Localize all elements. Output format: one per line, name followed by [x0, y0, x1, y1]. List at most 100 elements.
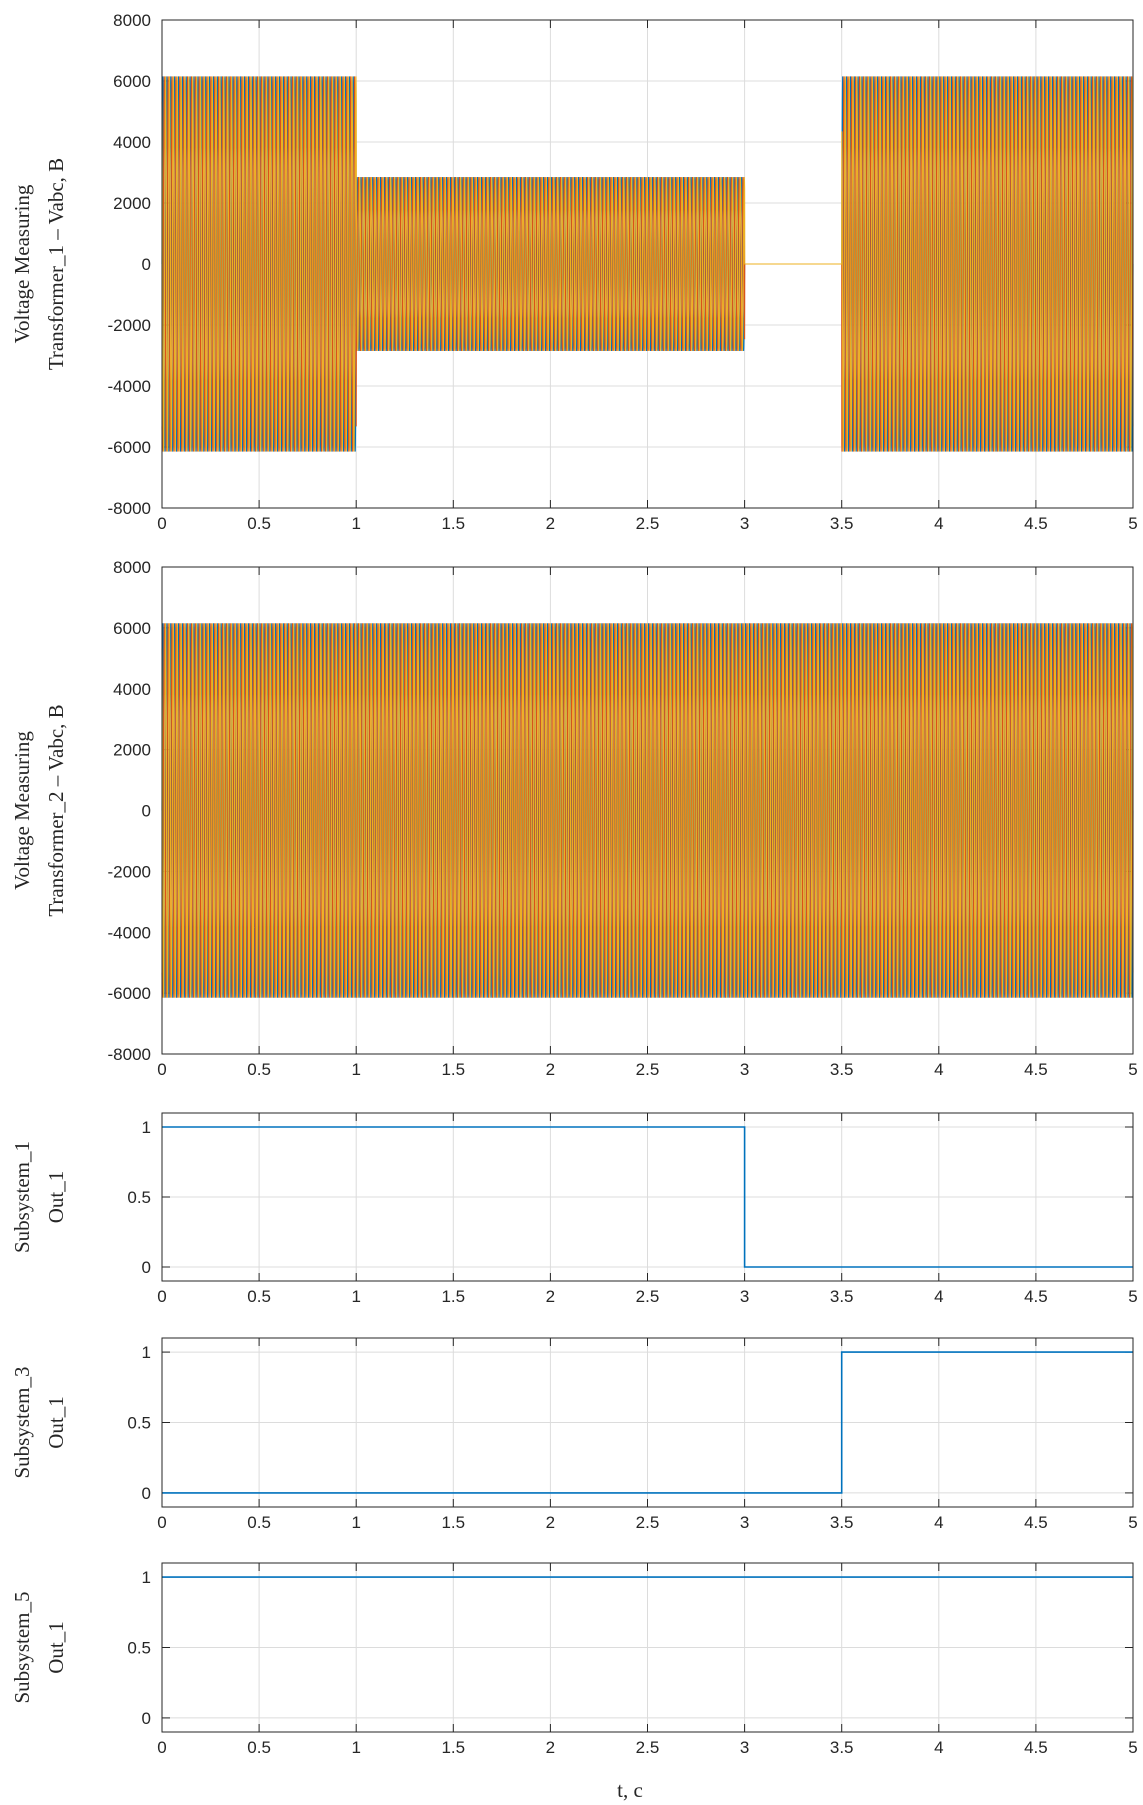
y-axis-label-line-1: Voltage Measuring — [10, 731, 34, 890]
axes-box — [161, 19, 1134, 509]
axes-box — [161, 1337, 1134, 1508]
y-tick-label: -4000 — [108, 923, 151, 942]
x-tick-label: 5 — [1128, 514, 1137, 533]
y-tick-label: 0 — [142, 1709, 151, 1728]
y-axis-label-line-1: Subsystem_1 — [10, 1141, 34, 1253]
y-tick-label: 0 — [142, 802, 151, 821]
x-tick-label: 1 — [351, 1513, 360, 1532]
x-tick-label: 0.5 — [247, 1513, 271, 1532]
y-tick-label: 0 — [142, 1258, 151, 1277]
y-axis-label-line-2: Out_1 — [44, 1171, 68, 1224]
y-tick-label: 2000 — [113, 194, 151, 213]
y-tick-label: 6000 — [113, 72, 151, 91]
x-tick-label: 5 — [1128, 1738, 1137, 1757]
y-tick-label: 0 — [142, 255, 151, 274]
y-tick-label: 1 — [142, 1118, 151, 1137]
y-tick-label: 1 — [142, 1568, 151, 1587]
x-tick-label: 1.5 — [441, 514, 465, 533]
x-tick-label: 1.5 — [441, 1738, 465, 1757]
axes-box — [161, 1562, 1134, 1733]
x-tick-label: 1.5 — [441, 1287, 465, 1306]
y-tick-label: 1 — [142, 1343, 151, 1362]
x-tick-label: 1 — [351, 1060, 360, 1079]
series-line-phase-1 — [161, 623, 1134, 998]
x-tick-label: 3.5 — [830, 1513, 854, 1532]
y-axis-label-line-1: Subsystem_5 — [10, 1591, 34, 1703]
x-tick-label: 4.5 — [1024, 1513, 1048, 1532]
x-tick-label: 2.5 — [636, 1060, 660, 1079]
y-tick-label: 0.5 — [127, 1188, 151, 1207]
y-tick-label: 6000 — [113, 619, 151, 638]
y-tick-label: 4000 — [113, 133, 151, 152]
y-tick-label: -8000 — [108, 1045, 151, 1064]
x-tick-label: 0.5 — [247, 1060, 271, 1079]
y-tick-label: 4000 — [113, 680, 151, 699]
panel-3: 0 0.5 1 1.5 2 2.5 3 3.5 4 4.5 5 1 0.5 0 Subsystem_1 Out… — [10, 1112, 1138, 1306]
x-tick-label: 1.5 — [441, 1060, 465, 1079]
y-axis-label-line-2: Out_1 — [44, 1396, 68, 1449]
x-tick-label: 2.5 — [636, 1513, 660, 1532]
x-tick-label: 5 — [1128, 1513, 1137, 1532]
axes-box — [161, 566, 1134, 1055]
x-tick-label: 2.5 — [636, 514, 660, 533]
y-axis-label-line-1: Voltage Measuring — [10, 184, 34, 343]
x-tick-label: 3 — [740, 1738, 749, 1757]
y-tick-label: 8000 — [113, 11, 151, 30]
x-tick-label: 2 — [546, 514, 555, 533]
panel-1: 0 0.5 1 1.5 2 2.5 3 3.5 4 4.5 5 8000 6000 4000 2000 0 -2… — [10, 11, 1138, 533]
series-line-phase-2 — [161, 623, 1134, 998]
y-axis-label-line-2: Out_1 — [44, 1621, 68, 1674]
x-tick-label: 4.5 — [1024, 1738, 1048, 1757]
x-tick-label: 1 — [351, 514, 360, 533]
x-axis-label: t, c — [617, 1778, 643, 1802]
y-axis-label-line-1: Subsystem_3 — [10, 1366, 34, 1478]
y-tick-label: -4000 — [108, 377, 151, 396]
x-tick-label: 4.5 — [1024, 1287, 1048, 1306]
x-tick-label: 4.5 — [1024, 1060, 1048, 1079]
y-tick-label: 0.5 — [127, 1639, 151, 1658]
x-tick-label: 1 — [351, 1738, 360, 1757]
x-tick-label: 5 — [1128, 1060, 1137, 1079]
series-line-phase-2 — [161, 76, 1134, 452]
y-tick-label: -6000 — [108, 984, 151, 1003]
series-line-phase-3 — [161, 76, 1134, 452]
y-tick-label: -2000 — [108, 316, 151, 335]
y-axis-label-line-2: Transformer_2 – Vabc, B — [44, 704, 68, 916]
x-tick-label: 2.5 — [636, 1738, 660, 1757]
y-tick-label: -8000 — [108, 499, 151, 518]
series-line — [162, 1351, 1133, 1494]
x-tick-label: 0.5 — [247, 1738, 271, 1757]
x-tick-label: 2 — [546, 1287, 555, 1306]
x-tick-label: 4 — [934, 1287, 943, 1306]
x-tick-label: 0.5 — [247, 514, 271, 533]
x-tick-label: 3.5 — [830, 514, 854, 533]
x-tick-label: 1.5 — [441, 1513, 465, 1532]
x-tick-label: 3 — [740, 1513, 749, 1532]
panel-2: 0 0.5 1 1.5 2 2.5 3 3.5 4 4.5 5 8000 6000 4000 2000 0 -2… — [10, 558, 1138, 1079]
x-tick-label: 0.5 — [247, 1287, 271, 1306]
x-tick-label: 0 — [157, 1513, 166, 1532]
x-tick-label: 0 — [157, 1287, 166, 1306]
series-line — [162, 1126, 1133, 1268]
x-tick-label: 3.5 — [830, 1287, 854, 1306]
axes-box — [161, 1112, 1134, 1282]
x-tick-label: 4 — [934, 1060, 943, 1079]
series-line-phase-3 — [161, 623, 1134, 998]
x-tick-label: 2.5 — [636, 1287, 660, 1306]
x-tick-label: 4 — [934, 1738, 943, 1757]
x-tick-label: 2 — [546, 1513, 555, 1532]
x-tick-label: 0 — [157, 514, 166, 533]
x-tick-label: 2 — [546, 1738, 555, 1757]
x-tick-label: 3 — [740, 1060, 749, 1079]
x-tick-label: 4 — [934, 514, 943, 533]
y-tick-label: 2000 — [113, 741, 151, 760]
panel-4: 0 0.5 1 1.5 2 2.5 3 3.5 4 4.5 5 1 0.5 0 Subsystem_3 Out… — [10, 1337, 1138, 1532]
x-tick-label: 4 — [934, 1513, 943, 1532]
x-tick-label: 0 — [157, 1060, 166, 1079]
x-tick-label: 3.5 — [830, 1060, 854, 1079]
y-tick-label: 8000 — [113, 558, 151, 577]
y-tick-label: -2000 — [108, 862, 151, 881]
x-tick-label: 2 — [546, 1060, 555, 1079]
series-line-phase-1 — [161, 76, 1134, 452]
